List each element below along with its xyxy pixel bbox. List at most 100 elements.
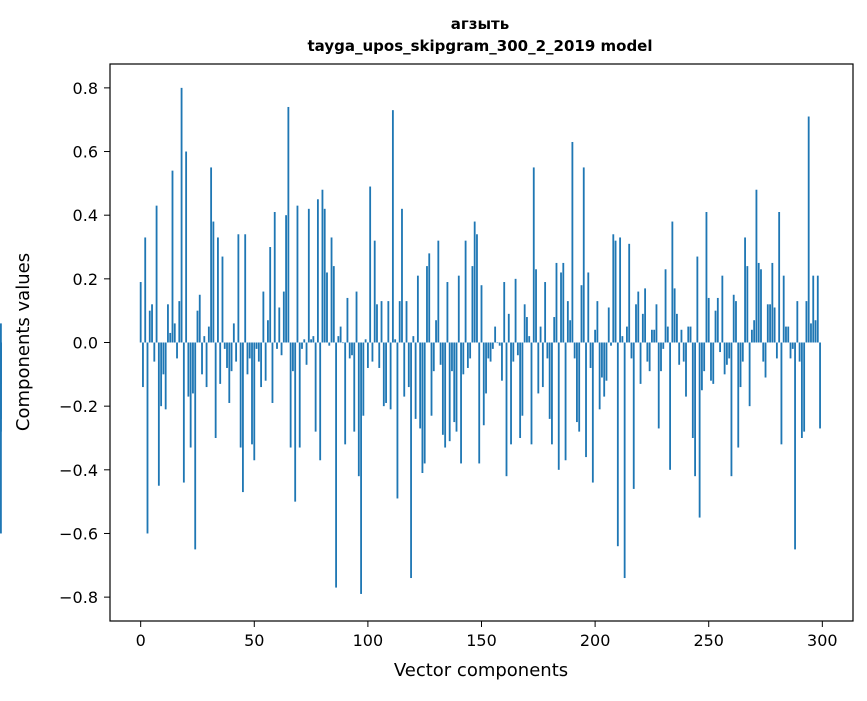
bar-57 (269, 247, 272, 343)
bar-2 (144, 237, 147, 343)
bar-148 (476, 234, 478, 343)
bar-197 (587, 272, 590, 343)
bar-221 (641, 313, 644, 343)
bar-65 (287, 106, 290, 343)
bar-147 (473, 221, 476, 343)
bar-130 (435, 320, 437, 343)
x-tick-label: 100 (353, 631, 384, 650)
y-tick-label: −0.2 (59, 397, 98, 416)
bar-61 (278, 307, 281, 343)
bar-198 (589, 342, 592, 368)
bar-241 (687, 326, 690, 343)
chart-title: агзыть (451, 15, 509, 33)
bar-49 (251, 342, 253, 445)
bar-69 (296, 205, 299, 343)
bar-118 (407, 342, 410, 388)
bar-296 (812, 275, 815, 343)
bar-101 (369, 186, 372, 343)
bar-274 (762, 342, 765, 362)
bar-72 (303, 339, 306, 343)
bar-249 (705, 212, 708, 343)
bar-284 (785, 326, 787, 343)
y-axis-label: Components values (13, 253, 34, 431)
bar-39 (228, 342, 231, 403)
bar-181 (551, 342, 553, 445)
bar-223 (646, 342, 649, 362)
bar-227 (655, 304, 658, 343)
bar-264 (739, 342, 742, 388)
bar-256 (721, 275, 724, 343)
bar-229 (660, 342, 662, 372)
bar-210 (616, 342, 619, 547)
bar-226 (653, 329, 656, 343)
bar-63 (282, 291, 285, 343)
bar-281 (778, 212, 781, 343)
y-tick-label: 0.4 (73, 206, 98, 225)
bar-177 (541, 342, 544, 388)
bar-85 (332, 266, 335, 343)
bar-51 (255, 342, 258, 349)
bar-279 (773, 307, 776, 343)
bar-19 (182, 342, 185, 483)
x-tick-label: 150 (466, 631, 497, 650)
bar-162 (507, 313, 510, 343)
bar-64 (285, 215, 287, 343)
bar-113 (396, 342, 399, 499)
bar-56 (267, 320, 269, 343)
bar-29 (205, 342, 208, 388)
bar-213 (623, 342, 626, 579)
bar-44 (239, 342, 242, 448)
bar-141 (460, 342, 462, 464)
bar-252 (712, 342, 715, 384)
bar-182 (553, 317, 556, 343)
bar-174 (535, 269, 537, 343)
bar-219 (637, 291, 640, 343)
bar-1 (142, 342, 144, 388)
bar-185 (560, 272, 562, 343)
bar-67 (292, 342, 294, 372)
bar-73 (305, 342, 308, 365)
bar-121 (414, 342, 417, 419)
bar-260 (730, 342, 733, 477)
bar-88 (339, 326, 342, 343)
bar-139 (455, 342, 458, 432)
bar-99 (364, 339, 367, 343)
x-tick-label: 50 (244, 631, 264, 650)
bar-90 (344, 342, 347, 445)
bar-120 (412, 336, 415, 343)
bar-261 (732, 294, 735, 343)
bar-38 (226, 342, 228, 368)
bar-124 (421, 342, 424, 473)
bar-255 (719, 342, 721, 353)
bar-171 (528, 336, 531, 343)
bar-245 (696, 256, 699, 343)
x-tick-label: 0 (136, 631, 146, 650)
bar-0 (139, 282, 142, 343)
bar-201 (596, 301, 599, 343)
bar-80 (321, 189, 324, 343)
y-tick-label: 0.0 (73, 334, 98, 353)
bar-16 (176, 342, 178, 359)
bar-97 (360, 342, 362, 594)
bar-200 (594, 329, 597, 343)
bar-294 (807, 116, 810, 343)
bar-13 (169, 332, 172, 343)
bar-199 (591, 342, 594, 483)
bar-165 (514, 278, 517, 343)
bar-110 (389, 342, 392, 410)
bar-204 (603, 342, 606, 397)
bar-87 (337, 336, 340, 343)
bar-42 (235, 342, 238, 362)
y-tick-label: 0.8 (73, 79, 98, 98)
bar-46 (244, 234, 247, 343)
bar-78 (316, 199, 319, 343)
bar-11 (164, 342, 167, 410)
bar-59 (273, 212, 276, 343)
bar-93 (351, 342, 353, 356)
bar-74 (307, 208, 310, 343)
bar-272 (757, 262, 760, 343)
bar-234 (671, 221, 674, 343)
bar-144 (466, 342, 469, 368)
bar-77 (314, 342, 317, 432)
